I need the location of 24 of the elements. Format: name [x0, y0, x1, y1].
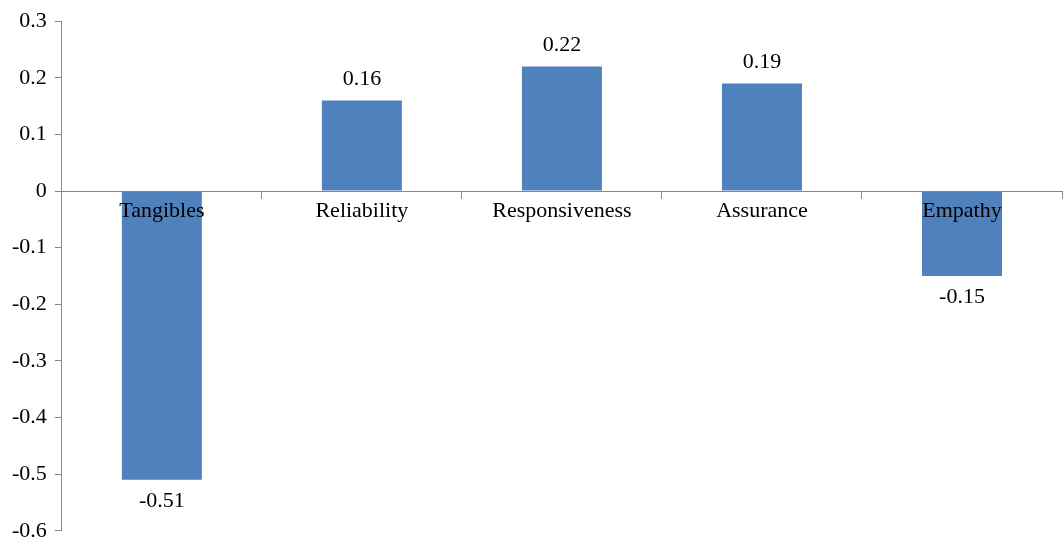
y-tick-label: 0.1	[19, 120, 47, 146]
data-label: 0.16	[342, 65, 382, 91]
x-tick-label: Assurance	[716, 196, 808, 222]
bar	[121, 191, 202, 480]
y-tick-label: -0.5	[12, 459, 47, 485]
bar	[721, 83, 802, 191]
data-label: 0.19	[742, 48, 782, 74]
x-tick-label: Responsiveness	[492, 196, 632, 222]
y-tick-label: -0.6	[12, 516, 47, 542]
data-label: -0.51	[138, 486, 185, 512]
data-label: -0.15	[939, 282, 985, 308]
y-tick-label: -0.3	[12, 346, 47, 372]
y-tick-label: 0.2	[19, 63, 47, 89]
x-tick-label: Empathy	[922, 196, 1002, 222]
y-tick-label: -0.2	[12, 290, 47, 316]
y-tick-label: 0	[35, 176, 47, 202]
y-tick-label: 0.3	[19, 6, 47, 32]
y-tick-label: -0.1	[12, 233, 47, 259]
bar	[921, 191, 1002, 276]
x-tick-label: Reliability	[315, 196, 409, 222]
bar	[521, 66, 602, 191]
bar	[321, 100, 402, 191]
data-label: 0.22	[542, 31, 582, 57]
y-tick-label: -0.4	[12, 403, 47, 429]
